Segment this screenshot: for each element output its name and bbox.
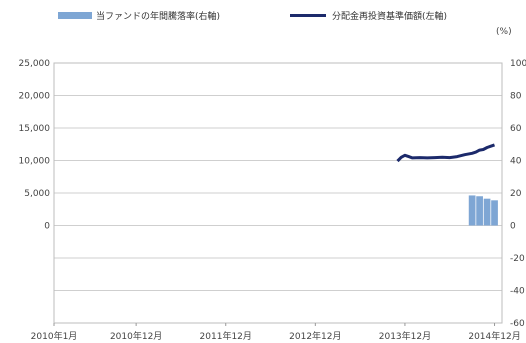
legend-bar-swatch [58, 12, 92, 19]
left-axis-tick-label: 10,000 [19, 157, 51, 167]
right-axis-tick-label: -40 [510, 287, 525, 297]
x-axis-tick-label: 2010年12月 [110, 330, 162, 342]
return-bar [491, 200, 498, 226]
x-axis-tick-label: 2012年12月 [289, 330, 341, 342]
right-axis: 100 80 60 40 20 0 -20 -40 -60 [510, 59, 526, 329]
right-axis-tick-label: 20 [510, 189, 522, 199]
left-axis-tick-label: 25,000 [19, 59, 51, 69]
nav-line-series [396, 143, 495, 163]
gridlines [54, 62, 502, 324]
left-axis-tick-label: 0 [44, 222, 50, 232]
return-bar [476, 196, 483, 226]
x-axis-tick-label: 2011年12月 [200, 330, 252, 342]
x-axis-tick-label: 2013年12月 [379, 330, 431, 342]
x-axis-tick-label: 2014年12月 [468, 330, 520, 342]
legend-bar-label: 当ファンドの年間騰落率(右軸) [96, 10, 220, 22]
return-bar [483, 198, 491, 226]
right-axis-tick-label: 80 [510, 92, 522, 102]
x-axis-tick-label: 2010年1月 [31, 330, 78, 342]
right-axis-unit: (%) [496, 27, 512, 37]
left-axis-tick-label: 5,000 [24, 189, 50, 199]
return-bar [468, 195, 476, 226]
right-axis-tick-label: -20 [510, 254, 525, 264]
right-axis-tick-label: 0 [510, 222, 516, 232]
right-axis-tick-label: 40 [510, 157, 522, 167]
right-axis-tick-label: -60 [510, 319, 525, 329]
legend: 当ファンドの年間騰落率(右軸) 分配金再投資基準価額(左軸) [58, 10, 447, 22]
right-axis-tick-label: 60 [510, 124, 522, 134]
return-bars [468, 195, 498, 226]
left-axis-tick-label: 15,000 [19, 124, 51, 134]
right-axis-tick-label: 100 [510, 59, 526, 69]
left-axis-tick-label: 20,000 [19, 92, 51, 102]
legend-line-label: 分配金再投資基準価額(左軸) [332, 10, 447, 22]
left-axis: 25,000 20,000 15,000 10,000 5,000 0 [19, 59, 51, 232]
x-axis: 2010年1月 2010年12月 2011年12月 2012年12月 2013年12月 2… [31, 323, 521, 342]
plot-frame [53, 62, 503, 324]
nav-line [396, 143, 495, 163]
